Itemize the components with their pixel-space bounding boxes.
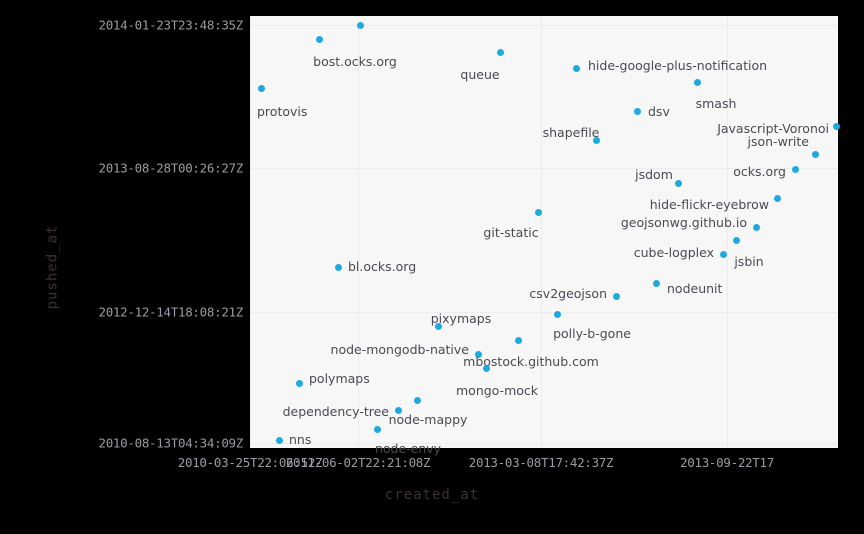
scatter-point-label: nodeunit xyxy=(667,280,723,296)
scatter-point-label: polymaps xyxy=(309,370,370,386)
gridline-vertical xyxy=(727,16,728,448)
scatter-point-label: dependency-tree xyxy=(282,403,389,419)
scatter-point[interactable] xyxy=(474,350,482,358)
scatter-point[interactable] xyxy=(719,250,727,258)
scatter-point[interactable] xyxy=(633,107,641,115)
y-axis-tick-label: 2013-08-28T00:26:27Z xyxy=(98,160,243,176)
scatter-point[interactable] xyxy=(334,263,342,271)
x-axis-tick-label: 2013-09-22T17 xyxy=(680,455,774,470)
scatter-point[interactable] xyxy=(257,84,265,92)
scatter-point[interactable] xyxy=(572,64,580,72)
scatter-point[interactable] xyxy=(791,165,799,173)
scatter-point-label: jsdom xyxy=(635,167,673,182)
scatter-point-label: bl.ocks.org xyxy=(348,258,417,274)
scatter-point-label: queue xyxy=(460,67,500,82)
scatter-point-label: dsv xyxy=(648,103,670,119)
scatter-point[interactable] xyxy=(652,279,660,287)
scatter-point-label: node-mappy xyxy=(388,412,468,427)
scatter-point[interactable] xyxy=(413,396,421,404)
scatter-point-label: hide-google-plus-notification xyxy=(588,57,768,73)
scatter-point[interactable] xyxy=(514,336,522,344)
scatter-point[interactable] xyxy=(315,35,323,43)
scatter-point[interactable] xyxy=(732,236,740,244)
x-axis-tick-label: 2013-03-08T17:42:37Z xyxy=(468,455,614,470)
gridline-vertical xyxy=(250,16,251,448)
scatter-point[interactable] xyxy=(832,122,840,130)
scatter-point[interactable] xyxy=(275,436,283,444)
y-axis-tick-label: 2012-12-14T18:08:21Z xyxy=(98,304,243,320)
scatter-point[interactable] xyxy=(373,425,381,433)
y-axis-title: pushed_at xyxy=(44,224,61,310)
scatter-point[interactable] xyxy=(434,322,442,330)
scatter-point-label: node-envy xyxy=(374,441,442,456)
scatter-point-label: cube-logplex xyxy=(633,244,714,260)
scatter-point-label: smash xyxy=(695,96,737,111)
x-axis-tick-label: 2010-03-25T22:06:52Z xyxy=(177,455,323,470)
scatter-point[interactable] xyxy=(553,310,561,318)
scatter-point[interactable] xyxy=(592,136,600,144)
scatter-point[interactable] xyxy=(811,150,819,158)
scatter-point-label: Javascript-Voronoi xyxy=(717,120,829,136)
scatter-point-label: nns xyxy=(289,431,312,447)
scatter-point[interactable] xyxy=(674,179,682,187)
scatter-point-label: csv2geojson xyxy=(529,285,607,301)
gridline-horizontal xyxy=(250,312,838,313)
x-axis-title: created_at xyxy=(384,487,480,503)
scatter-point-label: json-write xyxy=(747,133,810,149)
gridline-horizontal xyxy=(250,25,838,26)
scatter-point-label: geojsonwg.github.io xyxy=(620,214,747,230)
scatter-point[interactable] xyxy=(612,292,620,300)
gridline-horizontal xyxy=(250,168,838,169)
x-axis-tick-label: 2011-06-02T22:21:08Z xyxy=(285,455,431,470)
scatter-point[interactable] xyxy=(534,208,542,216)
scatter-point[interactable] xyxy=(496,48,504,56)
gridline-horizontal xyxy=(250,443,838,444)
scatter-point-label: ocks.org xyxy=(733,163,786,179)
scatter-point-label: pixymaps xyxy=(430,311,492,326)
y-axis-tick-label: 2014-01-23T23:48:35Z xyxy=(98,17,243,33)
scatter-point-label: protovis xyxy=(257,103,308,119)
gridline-vertical xyxy=(541,16,542,448)
scatter-point[interactable] xyxy=(356,21,364,29)
scatter-plot-area[interactable]: bost.ocks.org queue hide-google-plus-notif… xyxy=(250,16,840,455)
y-axis-tick-label: 2010-08-13T04:34:09Z xyxy=(98,435,243,451)
scatter-point[interactable] xyxy=(693,78,701,86)
scatter-point[interactable] xyxy=(394,406,402,414)
scatter-point[interactable] xyxy=(752,223,760,231)
scatter-point-label: mongo-mock xyxy=(455,383,539,398)
scatter-point-label: node-mongodb-native xyxy=(330,341,469,357)
scatter-point[interactable] xyxy=(773,194,781,202)
scatter-point-label: shapefile xyxy=(542,125,600,140)
scatter-point[interactable] xyxy=(482,364,490,372)
scatter-point-label: bost.ocks.org xyxy=(313,54,397,69)
scatter-point[interactable] xyxy=(295,379,303,387)
gridline-vertical xyxy=(358,16,359,448)
scatter-point-label: mbostock.github.com xyxy=(463,354,599,369)
scatter-point-label: polly-b-gone xyxy=(553,326,631,341)
scatter-point-label: hide-flickr-eyebrow xyxy=(649,196,769,212)
scatter-point-label: git-static xyxy=(483,225,539,240)
scatter-point-label: jsbin xyxy=(734,254,764,269)
